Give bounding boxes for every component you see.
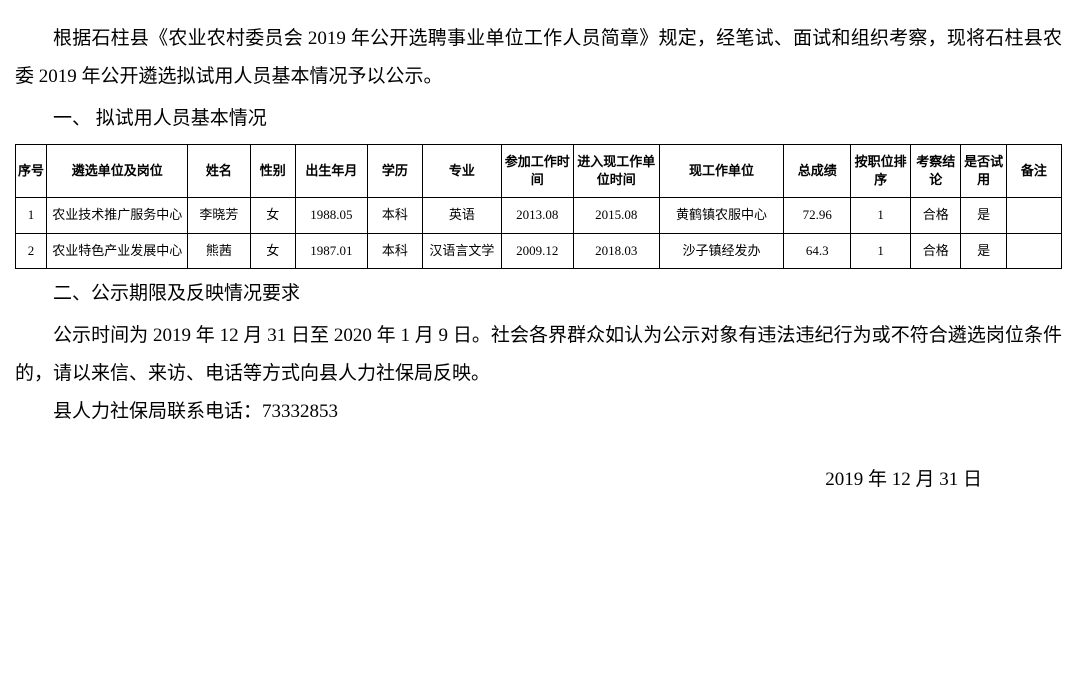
cell-edu: 本科 (367, 198, 422, 233)
cell-major: 汉语言文学 (422, 233, 501, 268)
cell-worktime: 2013.08 (501, 198, 573, 233)
cell-birth: 1987.01 (296, 233, 368, 268)
cell-review: 合格 (911, 233, 961, 268)
table-header-row: 序号 遴选单位及岗位 姓名 性别 出生年月 学历 专业 参加工作时间 进入现工作… (16, 145, 1062, 198)
th-birth: 出生年月 (296, 145, 368, 198)
cell-unit: 农业特色产业发展中心 (47, 233, 188, 268)
cell-trial: 是 (961, 233, 1006, 268)
th-gender: 性别 (250, 145, 295, 198)
intro-paragraph: 根据石柱县《农业农村委员会 2019 年公开选聘事业单位工作人员简章》规定，经笔… (15, 20, 1062, 96)
cell-currenttime: 2015.08 (573, 198, 659, 233)
cell-gender: 女 (250, 198, 295, 233)
cell-remark (1006, 198, 1061, 233)
cell-unit: 农业技术推广服务中心 (47, 198, 188, 233)
section1-heading: 一、 拟试用人员基本情况 (15, 100, 1062, 138)
contact-paragraph: 县人力社保局联系电话：73332853 (15, 393, 1062, 431)
cell-review: 合格 (911, 198, 961, 233)
th-trial: 是否试用 (961, 145, 1006, 198)
th-rank: 按职位排序 (851, 145, 911, 198)
cell-currenttime: 2018.03 (573, 233, 659, 268)
cell-trial: 是 (961, 198, 1006, 233)
th-score: 总成绩 (784, 145, 851, 198)
publicity-period-paragraph: 公示时间为 2019 年 12 月 31 日至 2020 年 1 月 9 日。社… (15, 317, 1062, 393)
cell-seq: 2 (16, 233, 47, 268)
personnel-table: 序号 遴选单位及岗位 姓名 性别 出生年月 学历 专业 参加工作时间 进入现工作… (15, 144, 1062, 269)
table-row: 2 农业特色产业发展中心 熊茜 女 1987.01 本科 汉语言文学 2009.… (16, 233, 1062, 268)
cell-name: 李晓芳 (188, 198, 250, 233)
th-currenttime: 进入现工作单位时间 (573, 145, 659, 198)
th-worktime: 参加工作时间 (501, 145, 573, 198)
cell-score: 72.96 (784, 198, 851, 233)
cell-seq: 1 (16, 198, 47, 233)
cell-remark (1006, 233, 1061, 268)
th-seq: 序号 (16, 145, 47, 198)
th-unit: 遴选单位及岗位 (47, 145, 188, 198)
table-body: 1 农业技术推广服务中心 李晓芳 女 1988.05 本科 英语 2013.08… (16, 198, 1062, 268)
th-major: 专业 (422, 145, 501, 198)
cell-worktime: 2009.12 (501, 233, 573, 268)
cell-currentunit: 沙子镇经发办 (659, 233, 783, 268)
cell-currentunit: 黄鹤镇农服中心 (659, 198, 783, 233)
cell-rank: 1 (851, 233, 911, 268)
cell-edu: 本科 (367, 233, 422, 268)
cell-name: 熊茜 (188, 233, 250, 268)
section2-heading: 二、公示期限及反映情况要求 (15, 275, 1062, 313)
th-currentunit: 现工作单位 (659, 145, 783, 198)
date-line: 2019 年 12 月 31 日 (15, 461, 1062, 499)
table-row: 1 农业技术推广服务中心 李晓芳 女 1988.05 本科 英语 2013.08… (16, 198, 1062, 233)
cell-birth: 1988.05 (296, 198, 368, 233)
th-review: 考察结论 (911, 145, 961, 198)
cell-rank: 1 (851, 198, 911, 233)
th-remark: 备注 (1006, 145, 1061, 198)
cell-score: 64.3 (784, 233, 851, 268)
cell-major: 英语 (422, 198, 501, 233)
th-name: 姓名 (188, 145, 250, 198)
th-edu: 学历 (367, 145, 422, 198)
cell-gender: 女 (250, 233, 295, 268)
